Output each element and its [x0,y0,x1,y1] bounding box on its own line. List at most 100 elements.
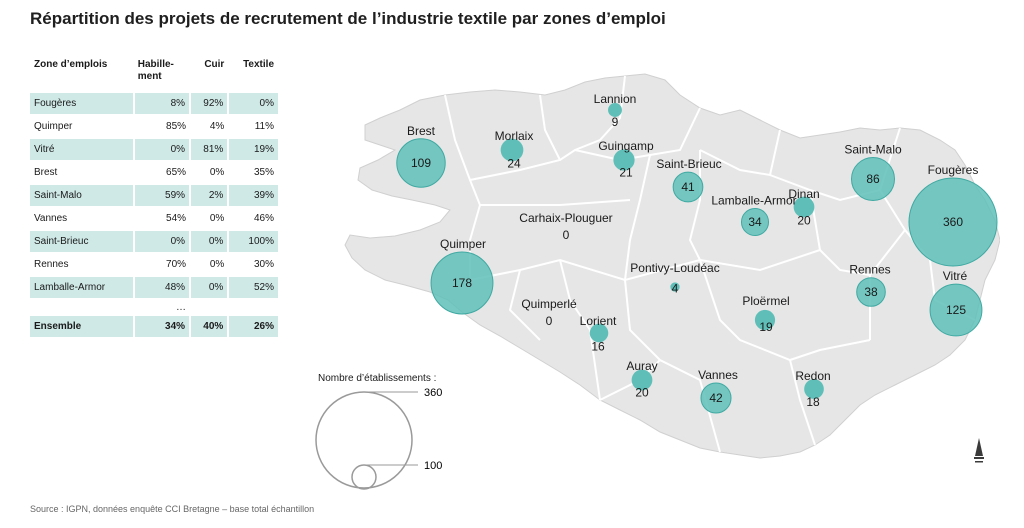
zone-cell: Vannes [30,207,134,231]
zone-name-label: Brest [407,124,436,138]
zone-bubble [430,251,494,315]
percent-cell: 0% [189,276,229,300]
compass-icon [974,438,984,463]
zone-name-label: Lannion [594,92,637,106]
zone-value-label: 4 [672,282,679,296]
zone-bubble [804,379,824,399]
zone-marker: Lamballe-Armor 34 [711,193,797,237]
zone-marker: Fougères 360 [908,163,998,267]
zone-cell: Vitré [30,138,134,162]
zone-bubble [396,138,446,188]
percent-cell: 70% [133,253,191,277]
zone-name-label: Lamballe-Armor [711,193,796,207]
zone-name-label: Vitré [943,269,968,283]
percent-cell: 81% [189,138,229,162]
percent-cell: 0% [190,253,229,277]
col-header-cuir: Cuir [204,59,225,70]
percent-cell: 8% [132,93,191,116]
percent-cell: 2% [189,184,229,208]
percent-cell: 0% [132,138,191,162]
percent-cell: 0% [227,93,278,116]
zone-bubble [740,207,770,237]
zone-marker: Brest 109 [396,124,446,188]
zone-marker: Ploërmel 19 [742,294,789,334]
zone-name-label: Carhaix-Plouguer [519,211,612,225]
zone-marker: Saint-Malo 86 [844,142,902,202]
total-percent-cell: 26% [227,314,278,339]
zone-cell: Fougères [30,93,134,116]
zone-bubble [672,171,704,203]
zone-name-label: Pontivy-Loudéac [630,261,719,275]
zone-name-label: Saint-Malo [844,142,902,156]
zone-marker: Auray 20 [626,359,657,399]
zone-bubble [608,103,622,117]
zone-cell: Saint-Malo [30,184,134,208]
zone-bubble [850,156,896,202]
zone-bubble [631,369,653,391]
zone-bubble [670,282,680,292]
zone-name-label: Vannes [698,368,738,382]
percent-cell: 19% [227,138,278,162]
map-land [344,73,1000,459]
percent-cell: 4% [190,115,229,139]
zone-marker: Quimperlé 0 [521,297,577,328]
zone-bubble [613,149,635,171]
legend-small-value: 100 [424,460,442,472]
percent-cell: 100% [227,230,278,254]
legend-circle-large [315,391,413,489]
total-percent-cell: 34% [132,314,191,339]
percent-cell: 52% [227,276,278,300]
zone-value-label: 20 [635,385,649,399]
zone-name-label: Auray [626,359,657,373]
percent-cell: 30% [228,253,278,277]
total-percent-cell: 40% [189,314,229,339]
zone-marker: Vitré 125 [929,269,983,337]
percent-cell: 11% [228,115,278,139]
zone-marker: Lorient 16 [580,314,617,353]
zone-marker: Guingamp 21 [598,139,654,180]
zone-cell: Lamballe-Armor [30,276,134,300]
zone-marker: Rennes 38 [849,263,891,307]
col-header-zone: Zone d’emplois [34,59,108,70]
legend-big-value: 360 [424,387,442,399]
table-row: Brest 65% 0% 35% [30,161,278,185]
ellipsis-cell: … [30,299,191,316]
zone-value-label: 0 [546,314,553,328]
percent-cell: 0% [132,230,191,254]
zone-name-label: Dinan [788,187,819,201]
table-row: Saint-Malo 59% 2% 39% [30,184,278,208]
col-header-textile: Textile [243,59,274,70]
zone-marker: Carhaix-Plouguer 0 [519,211,612,242]
table-row: Saint-Brieuc 0% 0% 100% [30,230,278,254]
zone-name-label: Redon [795,369,830,383]
zone-value-label: 178 [452,276,472,290]
percent-cell: 59% [132,184,191,208]
table-header-row: Zone d’emplois Habille- ment Cuir Textil… [30,55,278,93]
percent-cell: 92% [189,93,229,116]
zone-value-label: 0 [563,228,570,242]
percent-cell: 0% [190,207,229,231]
percent-cell: 35% [228,161,278,185]
zone-value-label: 38 [864,285,878,299]
zone-bubble [793,196,815,218]
zone-name-label: Fougères [928,163,979,177]
zone-value-label: 360 [943,215,963,229]
total-label-cell: Ensemble [30,314,134,339]
zone-name-label: Lorient [580,314,617,328]
zone-name-label: Rennes [849,263,890,277]
zone-bubble [856,277,886,307]
zone-bubble [700,382,732,414]
zone-value-label: 20 [797,213,811,227]
percent-cell: 39% [227,184,278,208]
zone-bubble [908,177,998,267]
percent-cell: 85% [133,115,191,139]
zone-value-label: 125 [946,303,966,317]
zone-name-label: Saint-Brieuc [656,157,721,171]
size-legend: 360 100 [315,387,442,490]
zone-bubble [929,283,983,337]
zone-value-label: 42 [709,391,723,405]
zone-value-label: 18 [806,395,820,409]
table-row: Lamballe-Armor 48% 0% 52% [30,276,278,300]
percent-cell: 54% [133,207,191,231]
breakdown-table: Zone d’emplois Habille- ment Cuir Textil… [30,55,278,339]
